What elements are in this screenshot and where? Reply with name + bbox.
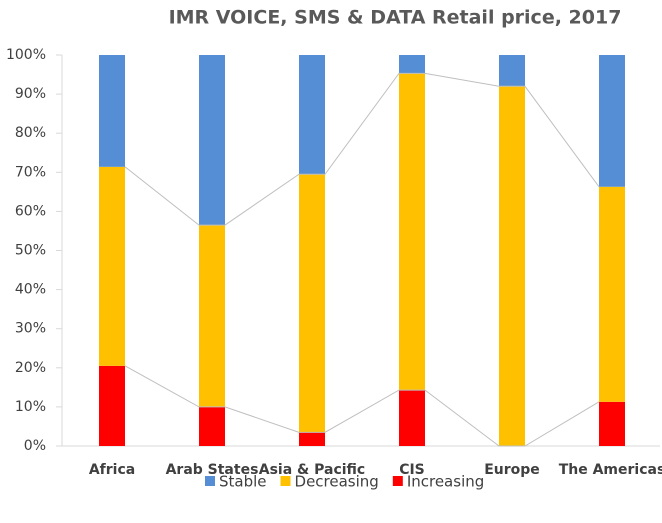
legend-swatch: [205, 476, 215, 486]
bar-segment: [299, 432, 325, 446]
y-tick-label: 30%: [15, 321, 46, 337]
bar-segment: [99, 166, 125, 366]
bar-segment: [599, 55, 625, 187]
y-tick-label: 80%: [15, 125, 46, 141]
series-line: [124, 72, 600, 226]
bar-segment: [599, 186, 625, 402]
legend-swatch: [280, 476, 291, 486]
bar-segment: [99, 55, 125, 167]
bar-segment: [99, 365, 125, 446]
y-tick-label: 70%: [15, 164, 46, 180]
bar-segment: [399, 390, 425, 446]
legend-label: Decreasing: [295, 473, 379, 491]
y-tick-label: 90%: [15, 86, 46, 102]
legend-label: Stable: [219, 473, 267, 491]
bar-segment: [299, 174, 325, 433]
y-tick-label: 40%: [15, 282, 46, 298]
y-tick-label: 50%: [15, 243, 46, 259]
bar-segment: [199, 406, 225, 446]
x-tick-label: Europe: [484, 462, 540, 478]
y-tick-label: 0%: [24, 438, 46, 454]
chart-title: IMR VOICE, SMS & DATA Retail price, 2017: [169, 7, 622, 29]
bar-segment: [399, 55, 425, 74]
series-line: [124, 365, 600, 447]
bar-segment: [199, 55, 225, 226]
y-tick-label: 60%: [15, 203, 46, 219]
y-tick-label: 10%: [15, 399, 46, 415]
x-tick-label: The Americas: [559, 462, 662, 478]
legend-swatch: [392, 476, 403, 486]
bar-segment: [399, 73, 425, 391]
y-tick-label: 20%: [15, 360, 46, 376]
legend-label: Increasing: [407, 473, 484, 491]
x-tick-label: Africa: [89, 462, 135, 478]
x-tick-label: Arab States: [166, 462, 259, 478]
x-tick-label: Asia & Pacific: [259, 462, 365, 478]
bar-segment: [499, 55, 525, 87]
bar-segment: [199, 225, 225, 407]
bar-segment: [299, 55, 325, 175]
bar-segment: [499, 86, 525, 446]
y-tick-label: 100%: [6, 47, 46, 63]
bar-segment: [599, 401, 625, 446]
x-tick-label: CIS: [399, 462, 425, 478]
